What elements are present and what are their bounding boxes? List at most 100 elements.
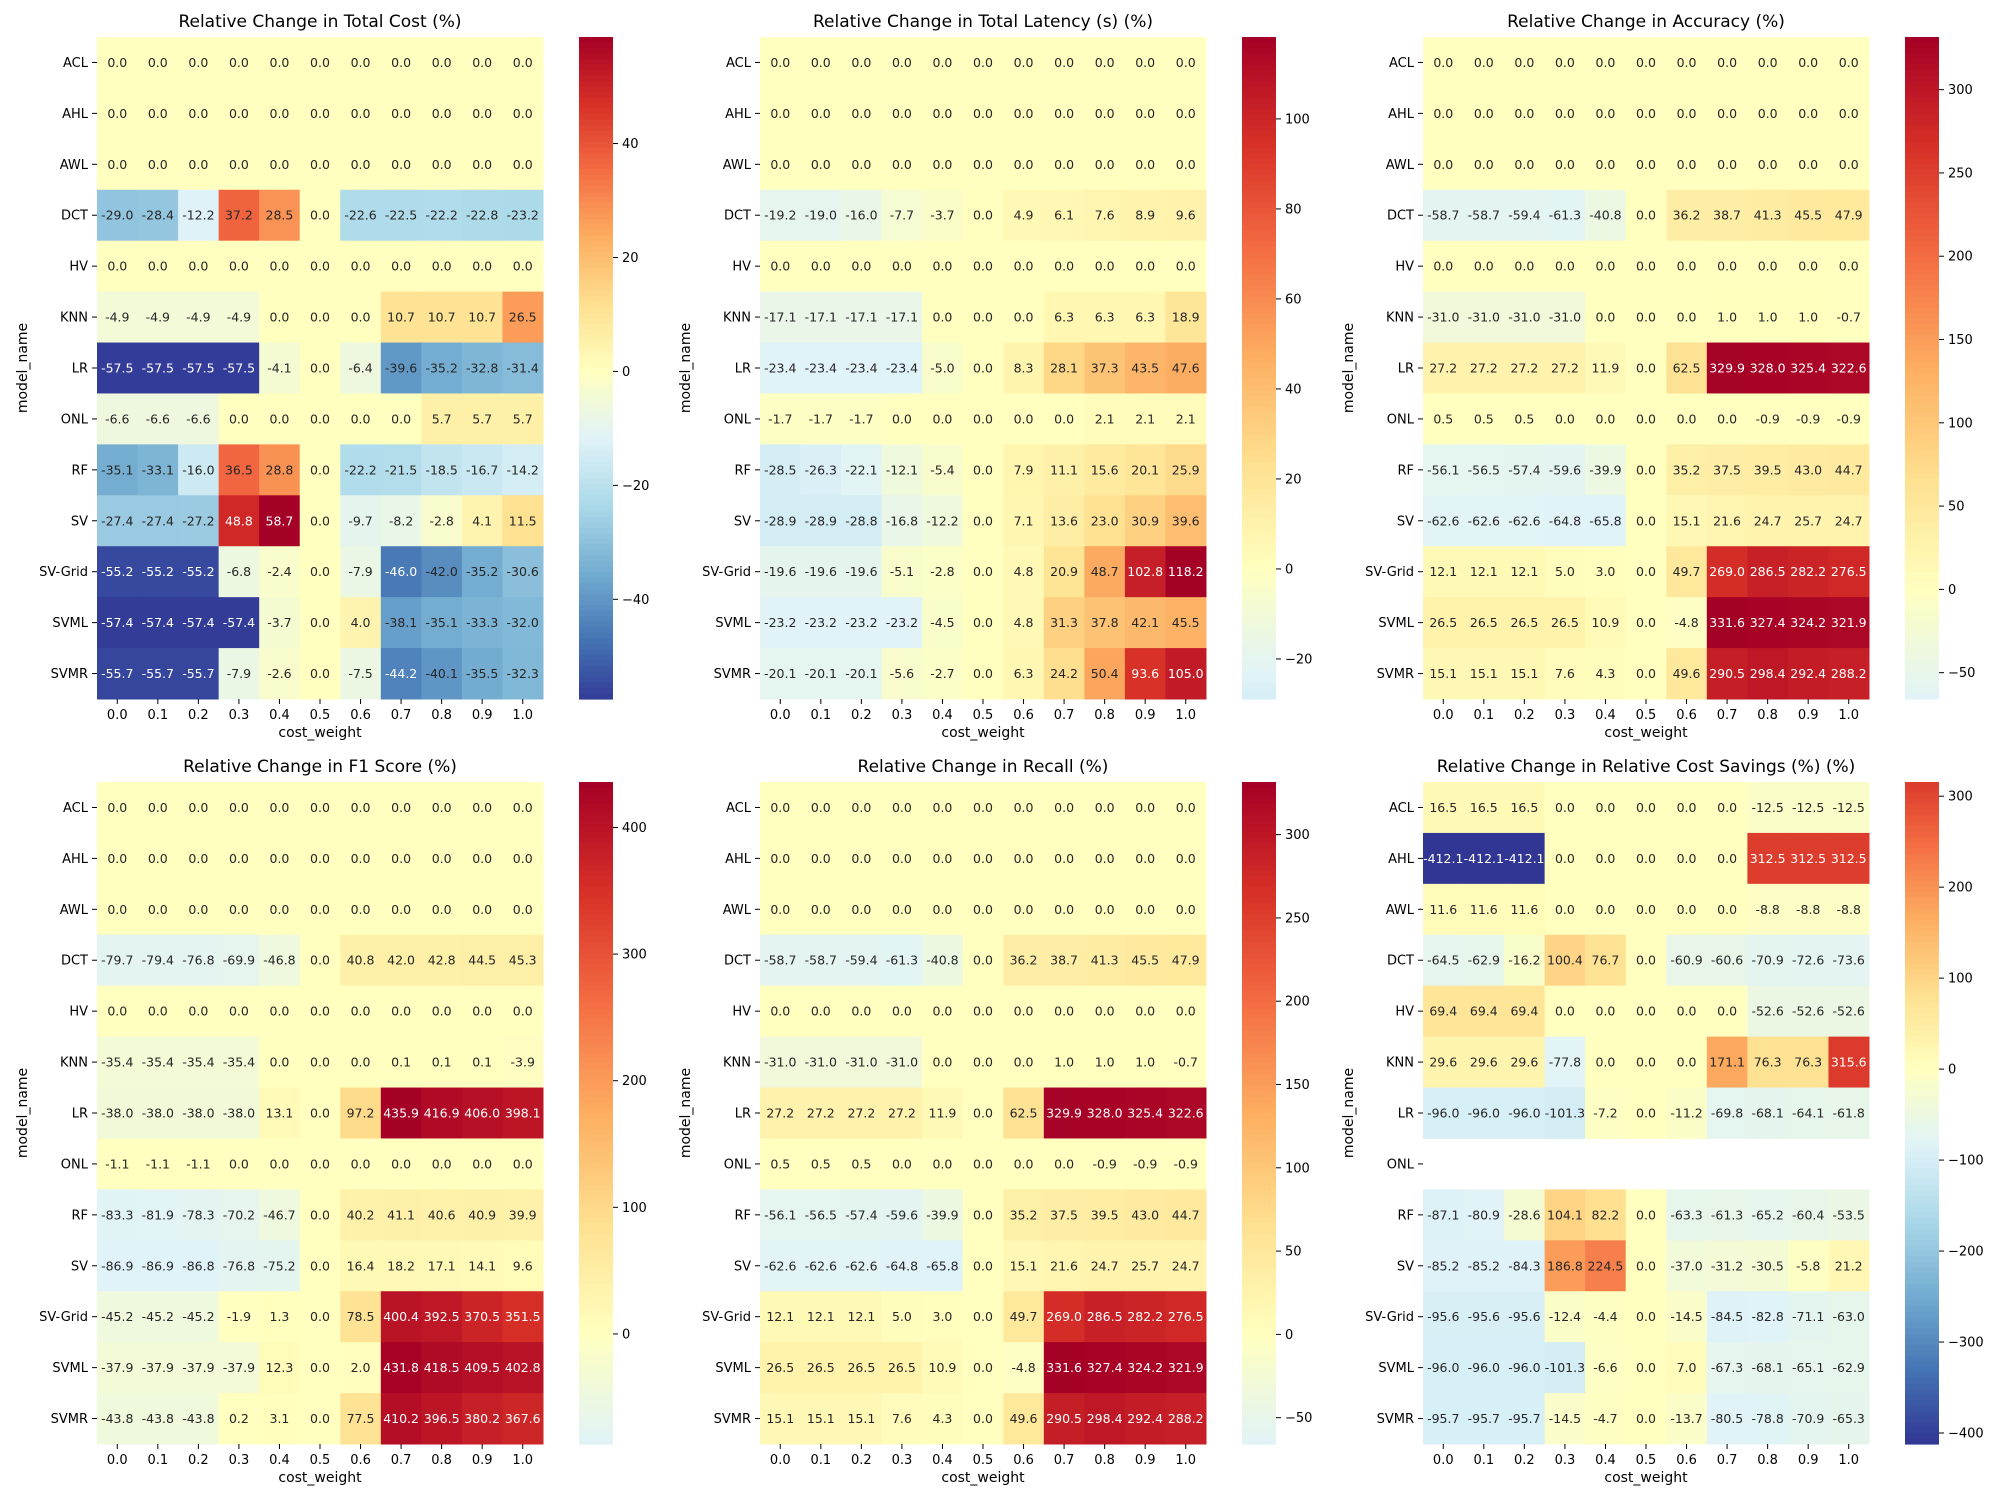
cell-value-label: 370.5 <box>464 1309 500 1324</box>
cell-value-label: 0.0 <box>811 259 831 274</box>
colorbar-tick-label: 100 <box>1285 1161 1310 1176</box>
colorbar-segment <box>1242 1046 1276 1053</box>
cell-value-label: -78.8 <box>1751 1411 1783 1426</box>
colorbar-segment <box>1905 1212 1939 1219</box>
heatmap-cell <box>259 189 301 242</box>
colorbar-tick-label: 300 <box>622 948 647 963</box>
cell-value-label: -57.5 <box>142 361 174 376</box>
colorbar-segment <box>579 163 613 170</box>
cell-value-label: 0.0 <box>973 106 993 121</box>
heatmap-cell <box>461 934 503 987</box>
y-tick-label: SVML <box>715 1361 751 1376</box>
cell-value-label: -12.2 <box>926 513 958 528</box>
colorbar-segment <box>1242 1223 1276 1230</box>
y-tick-label: LR <box>72 1107 88 1122</box>
colorbar-segment <box>1905 1272 1939 1280</box>
heatmap-cell <box>760 597 802 649</box>
colorbar-segment <box>1905 1085 1939 1092</box>
colorbar-segment <box>579 406 613 413</box>
heatmap-cell <box>178 444 220 496</box>
colorbar-segment <box>1242 500 1276 507</box>
colorbar-segment <box>579 676 613 684</box>
colorbar-segment <box>579 986 613 993</box>
colorbar-segment <box>579 185 613 193</box>
cell-value-label: 0.0 <box>1677 902 1697 917</box>
colorbar-segment <box>1905 826 1939 833</box>
heatmap-cell <box>1463 444 1505 496</box>
colorbar-segment <box>1242 1267 1276 1274</box>
colorbar-segment <box>579 384 613 391</box>
colorbar-segment <box>1242 290 1276 297</box>
colorbar-segment <box>1905 147 1939 154</box>
cell-value-label: -5.1 <box>890 564 914 579</box>
heatmap-cell <box>841 189 883 242</box>
cell-value-label: 0.0 <box>1095 157 1115 172</box>
cell-value-label: 0.0 <box>973 208 993 223</box>
heatmap-cell <box>340 883 382 936</box>
cell-value-label: 0.0 <box>1717 851 1737 866</box>
colorbar-segment <box>1905 318 1939 325</box>
colorbar-segment <box>579 1212 613 1219</box>
cell-value-label: -57.4 <box>142 615 174 630</box>
colorbar-segment <box>579 654 613 661</box>
cell-value-label: 0.0 <box>310 800 330 815</box>
colorbar-segment <box>1905 1184 1939 1191</box>
cell-value-label: 0.0 <box>391 411 411 426</box>
heatmap-cell <box>1747 291 1789 344</box>
colorbar-segment <box>579 1438 613 1445</box>
x-tick-label: 0.3 <box>1555 1453 1576 1468</box>
colorbar-segment <box>1242 318 1276 325</box>
colorbar-segment <box>579 1046 613 1053</box>
cell-value-label: -95.6 <box>1468 1309 1500 1324</box>
heatmap-cell <box>178 1189 220 1241</box>
colorbar-segment <box>579 947 613 954</box>
heatmap-cell <box>1165 648 1207 700</box>
heatmap-cell <box>97 1087 139 1139</box>
cell-value-label: -35.2 <box>466 564 498 579</box>
colorbar-segment <box>579 461 613 468</box>
colorbar-segment <box>579 1068 613 1075</box>
cell-value-label: -1.7 <box>849 411 873 426</box>
cell-value-label: -58.7 <box>764 953 796 968</box>
cell-value-label: 15.1 <box>766 1411 794 1426</box>
colorbar-segment <box>1905 1135 1939 1142</box>
cell-value-label: 0.0 <box>1433 55 1453 70</box>
heatmap-cell <box>1747 342 1789 394</box>
heatmap-cell <box>178 1393 220 1445</box>
cell-value-label: 0.0 <box>188 851 208 866</box>
heatmap-cell <box>1124 291 1166 344</box>
colorbar-segment <box>579 903 613 910</box>
y-tick-label: DCT <box>61 209 88 224</box>
cell-value-label: 0.0 <box>933 1055 953 1070</box>
colorbar-segment <box>1242 53 1276 60</box>
x-tick-label: 0.3 <box>229 708 250 723</box>
cell-value-label: 0.0 <box>107 800 127 815</box>
heatmap-cell <box>502 985 544 1038</box>
colorbar-segment <box>1242 930 1276 938</box>
cell-value-label: -62.9 <box>1468 953 1500 968</box>
heatmap-cell <box>1124 934 1166 987</box>
colorbar-segment <box>1242 412 1276 419</box>
heatmap-cell <box>881 985 923 1038</box>
heatmap-panel-4: Relative Change in F1 Score (%)0.0 0.0 0.0… <box>15 757 647 1486</box>
heatmap-cell <box>1625 240 1667 293</box>
y-tick-label: ACL <box>63 801 89 816</box>
heatmap-cell <box>421 444 463 496</box>
x-tick-label: 0.9 <box>1798 708 1819 723</box>
heatmap-cell <box>1003 546 1045 598</box>
y-tick-label: ACL <box>726 56 752 71</box>
cell-value-label: 0.0 <box>1514 106 1534 121</box>
colorbar-segment <box>1905 37 1939 44</box>
colorbar-segment <box>1905 356 1939 364</box>
cell-value-label: -28.6 <box>1508 1207 1540 1222</box>
colorbar-tick-label: 100 <box>1948 972 1973 987</box>
colorbar-segment <box>1905 406 1939 413</box>
colorbar-segment <box>1242 649 1276 656</box>
colorbar-segment <box>579 1388 613 1395</box>
colorbar-segment <box>1905 561 1939 568</box>
x-tick-label: 0.5 <box>973 1453 994 1468</box>
cell-value-label: -62.9 <box>1833 1360 1865 1375</box>
heatmap-cell <box>299 495 341 547</box>
colorbar-segment <box>1242 1256 1276 1263</box>
cell-value-label: 0.0 <box>229 411 249 426</box>
